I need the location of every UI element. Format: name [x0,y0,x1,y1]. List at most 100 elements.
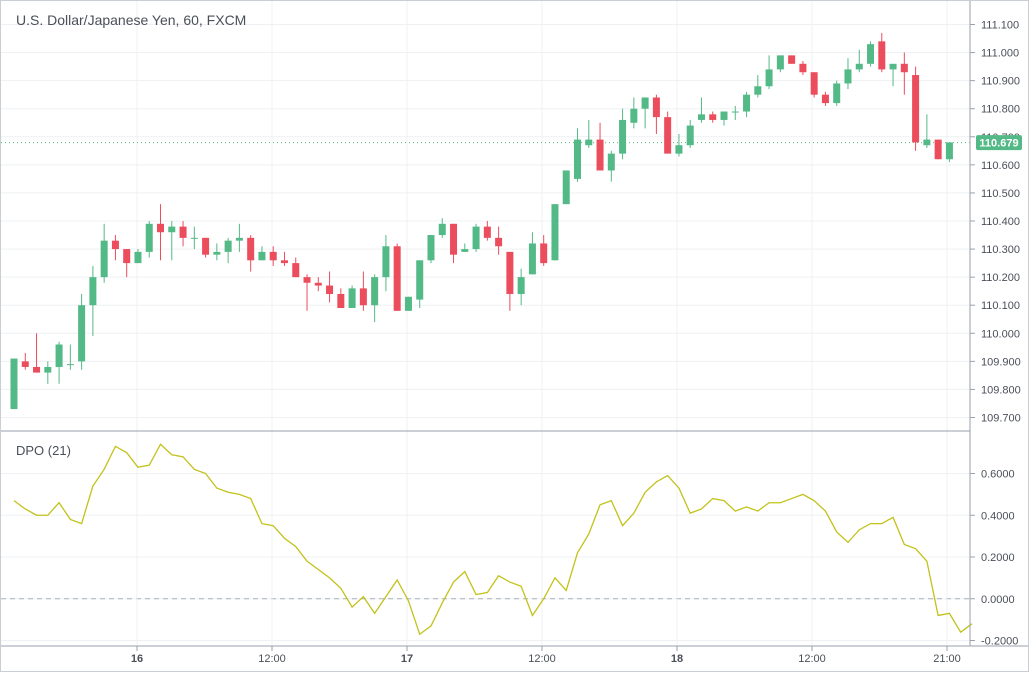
candle-body [540,243,548,264]
candle [247,235,255,272]
candle [292,257,300,278]
candle-body [900,63,908,73]
candle-body [720,111,728,120]
candle-body [21,361,29,367]
candle [89,265,97,337]
candle-body [145,223,153,252]
indicator-title: DPO (21) [16,443,71,458]
candle [438,218,446,238]
last-price-label: 110.679 [979,138,1018,150]
price-tick-label: 110.200 [981,272,1020,284]
price-tick-label: 110.900 [981,76,1020,88]
dpo-axis[interactable]: -0.2000 0.0000 0.2000 0.4000 0.6000 [970,469,1018,648]
candle-body [100,240,108,278]
candle [280,251,288,266]
candle-body [202,237,210,255]
price-tick-label: 111.000 [981,48,1019,60]
candle [878,32,886,73]
candle-body [393,246,401,311]
candle-body [731,111,739,113]
candle [416,260,424,309]
candle [213,243,221,261]
candle [540,235,548,266]
candle [731,105,739,120]
candle-body [664,117,672,154]
candle [506,251,514,311]
time-tick-label: 18 [671,653,683,665]
candle-body [224,240,232,252]
candle-body [551,204,559,261]
candle [754,75,762,98]
candlestick-series [10,32,953,410]
candle-body [810,72,818,95]
time-axis[interactable]: 16 12:00 17 12:00 18 12:00 21:00 [131,646,961,665]
candle [619,108,627,160]
candle-body [765,69,773,87]
candle [607,150,615,182]
candle-body [157,223,165,233]
candle [652,94,660,134]
candle [483,221,491,241]
dpo-line [13,443,973,636]
candle [923,114,931,149]
price-tick-label: 110.800 [981,104,1020,116]
time-tick-label: 12:00 [528,653,556,665]
candle-body [134,251,142,264]
candle [269,246,277,266]
candle [833,80,841,106]
candle [867,41,875,67]
candle [44,361,52,384]
price-tick-label: 110.500 [981,188,1020,200]
candle-body [821,94,829,104]
candle [562,170,570,205]
chart-title: U.S. Dollar/Japanese Yen, 60, FXCM [16,12,246,28]
dpo-tick-label: -0.2000 [981,636,1018,648]
candle-body [855,63,863,70]
candle [675,133,683,157]
candle-body [179,226,187,238]
price-tick-label: 110.000 [981,328,1020,340]
candle [337,288,345,309]
dpo-tick-label: 0.4000 [981,510,1015,522]
candle [78,293,86,370]
candle [889,63,897,87]
candle-body [382,246,390,278]
candle [810,72,818,98]
candle [517,268,525,306]
candle-body [641,97,649,109]
candle [55,341,63,384]
candle-body [66,364,74,366]
price-tick-label: 111.100 [981,20,1019,32]
time-tick-label: 12:00 [258,653,286,665]
candle [472,223,480,252]
candle-body [472,226,480,250]
price-tick-label: 110.600 [981,160,1020,172]
candle [100,223,108,283]
candle-body [190,237,198,239]
candle [10,358,18,410]
candle-body [528,243,536,275]
dpo-series [13,443,973,636]
candle [235,223,243,252]
candle-body [878,41,886,70]
candle-body [495,237,503,247]
candle [371,274,379,323]
candle-body [607,153,615,171]
dpo-tick-label: 0.2000 [981,552,1015,564]
price-axis[interactable]: 109.700 109.800 109.900 110.000 110.100 110.2… [970,20,1021,425]
price-tick-label: 110.400 [981,216,1020,228]
candle-body [844,69,852,84]
candle [179,221,187,247]
candle-body [168,226,176,233]
time-tick-label: 21:00 [933,653,961,665]
candle-body [619,119,627,154]
candle-body [833,83,841,104]
candle-body [280,260,288,264]
candle [585,119,593,149]
candle [66,344,74,370]
price-tick-label: 109.700 [981,413,1021,425]
candle-body [799,63,807,73]
candle-body [675,145,683,154]
